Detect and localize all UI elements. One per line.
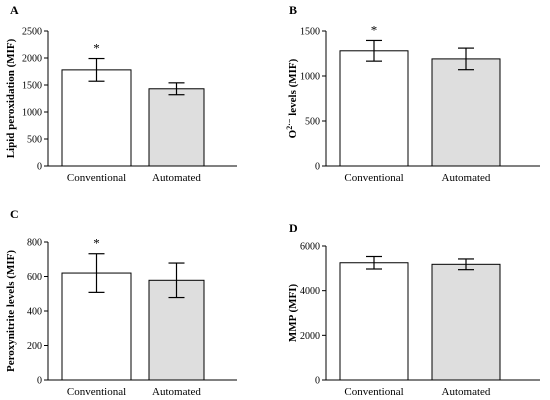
y-axis-label: O2·− levels (MIF): [285, 58, 299, 138]
category-label: Automated: [152, 386, 201, 398]
error-bar-automated: [458, 258, 474, 271]
panel-letter: C: [10, 207, 19, 221]
y-tick-label: 500: [27, 135, 42, 146]
y-tick-label: 2000: [22, 54, 42, 65]
category-label: Conventional: [67, 172, 126, 184]
error-bar-conventional: [366, 255, 382, 270]
y-axis-label: Lipid peroxidation (MIF): [5, 38, 17, 158]
y-tick-label: 200: [27, 341, 42, 352]
category-label: Automated: [152, 172, 201, 184]
y-axis-label: MMP (MFI): [287, 283, 299, 342]
panel-a: A * Conventional Automated 0 500 1000 1500 2000 2…: [5, 3, 237, 184]
y-tick-label: 1000: [22, 108, 42, 119]
bar-automated: [148, 88, 205, 167]
y-tick-label: 0: [37, 376, 42, 387]
bar-conventional: [61, 69, 132, 167]
y-tick-label: 4000: [300, 286, 320, 297]
error-bar-automated: [168, 262, 185, 299]
bar-automated: [431, 58, 501, 167]
y-tick-label: 0: [315, 376, 320, 387]
error-bar-automated: [168, 82, 185, 96]
y-tick-label: 1500: [22, 81, 42, 92]
error-bar-conventional: [366, 39, 382, 62]
panel-d: D Conventional Automated 0 2000 4000 6000 MMP (…: [287, 221, 540, 398]
category-label: Conventional: [67, 386, 126, 398]
y-tick-label: 1000: [300, 72, 320, 83]
bar-automated: [431, 263, 501, 381]
category-label: Conventional: [344, 172, 403, 184]
error-bar-automated: [458, 47, 474, 71]
y-tick-label: 6000: [300, 242, 320, 253]
panel-c: C * Conventional Automated 0 200 400 600 800 Pero…: [5, 207, 237, 398]
error-bar-conventional: [88, 57, 105, 82]
category-label: Conventional: [344, 386, 403, 398]
significance-marker: *: [93, 236, 100, 251]
y-tick-label: 500: [305, 117, 320, 128]
y-tick-label: 400: [27, 307, 42, 318]
y-tick-label: 1500: [300, 27, 320, 38]
error-bar-conventional: [88, 253, 105, 293]
category-label: Automated: [442, 172, 491, 184]
panel-b: B * Conventional Automated 0 500 1000 1500 O2·− …: [285, 3, 540, 184]
significance-marker: *: [371, 22, 378, 37]
y-tick-label: 0: [315, 162, 320, 173]
bar-conventional: [339, 262, 409, 381]
y-tick-label: 600: [27, 272, 42, 283]
y-tick-label: 800: [27, 238, 42, 249]
panel-letter: B: [289, 3, 297, 17]
y-tick-label: 2000: [300, 331, 320, 342]
y-tick-label: 2500: [22, 27, 42, 38]
category-label: Automated: [442, 386, 491, 398]
panel-letter: A: [10, 3, 19, 17]
significance-marker: *: [93, 41, 100, 56]
panel-letter: D: [289, 221, 298, 235]
y-axis-label: Peroxynitrite levels (MIF): [5, 250, 17, 372]
bar-conventional: [339, 50, 409, 167]
y-tick-label: 0: [37, 162, 42, 173]
